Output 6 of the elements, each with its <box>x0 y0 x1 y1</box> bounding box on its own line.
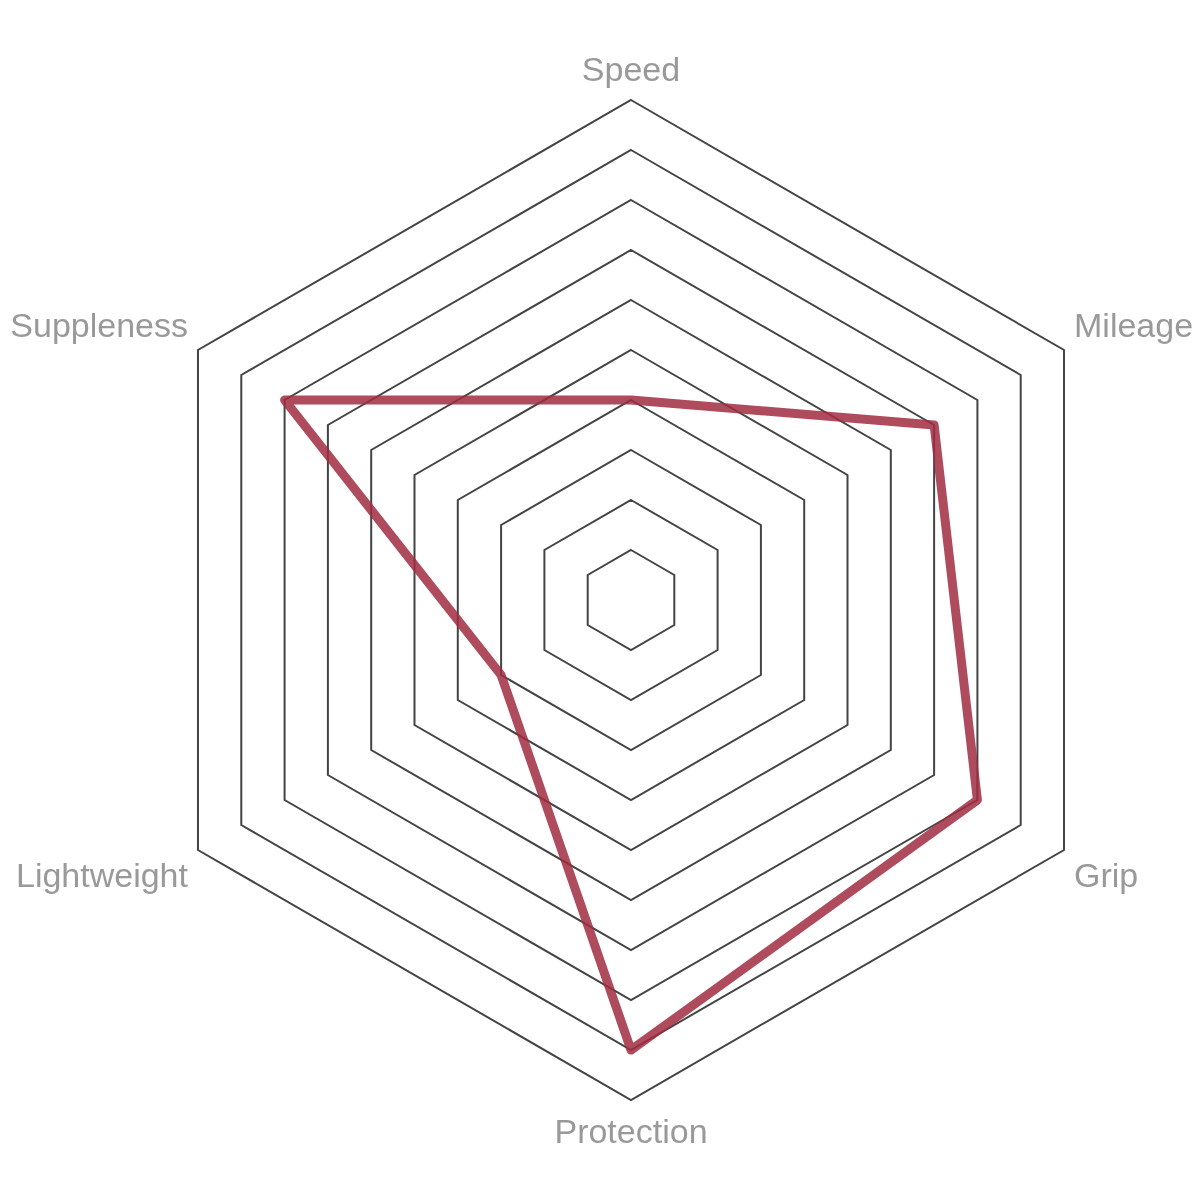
spoke-label: Protection <box>554 1112 708 1150</box>
spoke-label: Mileage <box>1074 306 1194 344</box>
spoke-label: Suppleness <box>10 306 188 344</box>
spoke-label: Speed <box>581 50 681 88</box>
spoke-label: Lightweight <box>15 856 189 894</box>
spoke-label: Grip <box>1074 856 1139 894</box>
